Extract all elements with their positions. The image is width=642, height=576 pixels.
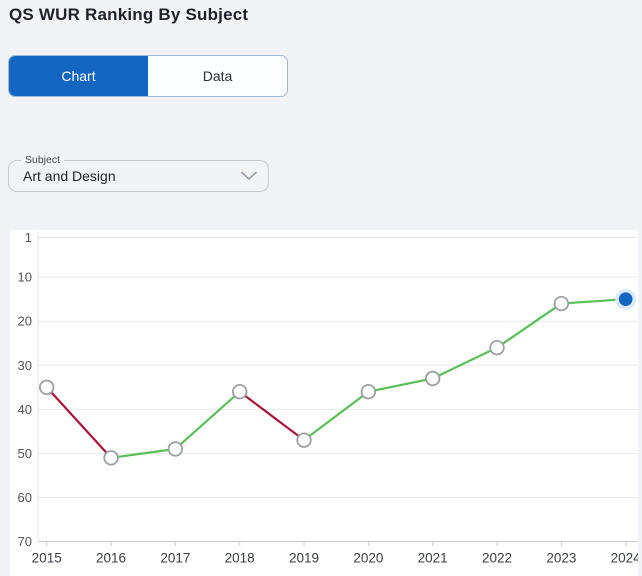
svg-text:2015: 2015	[32, 551, 62, 566]
svg-text:50: 50	[18, 446, 32, 461]
chevron-down-icon	[241, 171, 257, 180]
svg-text:2022: 2022	[482, 551, 512, 566]
svg-text:2023: 2023	[546, 551, 576, 566]
tab-data[interactable]: Data	[148, 56, 287, 96]
svg-text:1: 1	[25, 230, 32, 245]
svg-text:2016: 2016	[96, 551, 126, 566]
subject-select-value: Art and Design	[23, 168, 116, 184]
svg-text:2019: 2019	[289, 551, 319, 566]
svg-text:30: 30	[18, 358, 32, 373]
subject-select[interactable]: Subject Art and Design	[8, 154, 269, 192]
tab-chart[interactable]: Chart	[9, 56, 148, 96]
svg-text:2020: 2020	[353, 551, 383, 566]
chart-data-tab-group: Chart Data	[8, 55, 288, 97]
svg-text:20: 20	[18, 314, 32, 329]
svg-text:2017: 2017	[160, 551, 190, 566]
svg-text:2024: 2024	[611, 551, 638, 566]
svg-text:70: 70	[18, 534, 32, 549]
svg-text:40: 40	[18, 402, 32, 417]
chart-card: 1 10 20 30 40 50 60 70 2015 2016 2017 2018 2019 2020 2…	[10, 230, 638, 576]
svg-text:2018: 2018	[225, 551, 255, 566]
svg-text:60: 60	[18, 490, 32, 505]
svg-text:2021: 2021	[418, 551, 448, 566]
page-title: QS WUR Ranking By Subject	[9, 5, 249, 24]
subject-select-label: Subject	[21, 154, 65, 167]
svg-text:10: 10	[18, 270, 32, 285]
